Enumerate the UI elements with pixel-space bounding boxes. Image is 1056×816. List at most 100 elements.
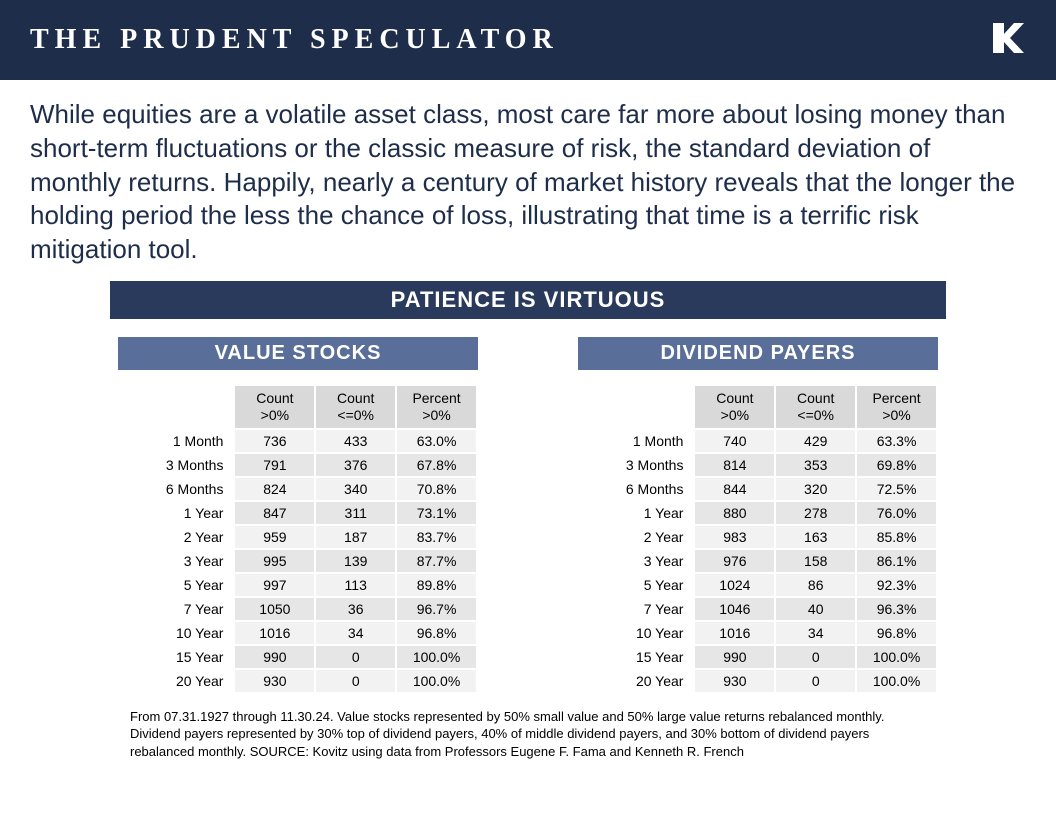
- data-cell: 63.3%: [856, 429, 937, 453]
- table-row: 7 Year10464096.3%: [579, 597, 937, 621]
- tables-container: VALUE STOCKSCount>0%Count<=0%Percent>0%1…: [0, 337, 1056, 694]
- data-cell: 814: [694, 453, 775, 477]
- period-cell: 1 Year: [119, 501, 234, 525]
- period-cell: 20 Year: [119, 669, 234, 693]
- data-cell: 69.8%: [856, 453, 937, 477]
- table-header-line2: >0%: [241, 407, 308, 424]
- intro-paragraph: While equities are a volatile asset clas…: [0, 80, 1056, 281]
- data-table: Count>0%Count<=0%Percent>0%1 Month740429…: [578, 384, 938, 694]
- data-cell: 429: [775, 429, 856, 453]
- data-cell: 67.8%: [396, 453, 477, 477]
- table-header-line1: Percent: [863, 390, 930, 407]
- period-cell: 10 Year: [119, 621, 234, 645]
- data-cell: 87.7%: [396, 549, 477, 573]
- page-header: THE PRUDENT SPECULATOR: [0, 0, 1056, 80]
- table-header: Count<=0%: [775, 385, 856, 429]
- period-cell: 3 Months: [579, 453, 694, 477]
- data-cell: 824: [234, 477, 315, 501]
- table-header-line1: Count: [241, 390, 308, 407]
- table-header-line2: >0%: [863, 407, 930, 424]
- banner-title: PATIENCE IS VIRTUOUS: [110, 281, 946, 319]
- data-cell: 990: [694, 645, 775, 669]
- table-header-line1: Count: [322, 390, 389, 407]
- period-cell: 3 Year: [579, 549, 694, 573]
- data-cell: 791: [234, 453, 315, 477]
- table-header: Count>0%: [234, 385, 315, 429]
- data-cell: 353: [775, 453, 856, 477]
- data-cell: 158: [775, 549, 856, 573]
- data-cell: 736: [234, 429, 315, 453]
- table-row: 5 Year99711389.8%: [119, 573, 477, 597]
- table-row: 3 Year97615886.1%: [579, 549, 937, 573]
- table-row: 1 Month73643363.0%: [119, 429, 477, 453]
- data-cell: 139: [315, 549, 396, 573]
- period-cell: 1 Month: [579, 429, 694, 453]
- period-cell: 7 Year: [119, 597, 234, 621]
- period-cell: 3 Year: [119, 549, 234, 573]
- data-cell: 72.5%: [856, 477, 937, 501]
- table-header: Count>0%: [694, 385, 775, 429]
- data-cell: 844: [694, 477, 775, 501]
- data-cell: 997: [234, 573, 315, 597]
- table-header-period: [119, 385, 234, 429]
- period-cell: 6 Months: [579, 477, 694, 501]
- data-cell: 1016: [694, 621, 775, 645]
- data-cell: 83.7%: [396, 525, 477, 549]
- data-cell: 0: [775, 669, 856, 693]
- data-cell: 86.1%: [856, 549, 937, 573]
- period-cell: 7 Year: [579, 597, 694, 621]
- table-row: 15 Year9900100.0%: [579, 645, 937, 669]
- data-cell: 34: [775, 621, 856, 645]
- period-cell: 5 Year: [119, 573, 234, 597]
- data-table-block: VALUE STOCKSCount>0%Count<=0%Percent>0%1…: [118, 337, 478, 694]
- data-cell: 930: [694, 669, 775, 693]
- data-cell: 34: [315, 621, 396, 645]
- table-row: 20 Year9300100.0%: [579, 669, 937, 693]
- data-cell: 0: [315, 669, 396, 693]
- data-cell: 376: [315, 453, 396, 477]
- table-row: 10 Year10163496.8%: [119, 621, 477, 645]
- data-cell: 40: [775, 597, 856, 621]
- table-row: 15 Year9900100.0%: [119, 645, 477, 669]
- data-table-block: DIVIDEND PAYERSCount>0%Count<=0%Percent>…: [578, 337, 938, 694]
- data-cell: 0: [315, 645, 396, 669]
- table-header: Percent>0%: [396, 385, 477, 429]
- data-cell: 1046: [694, 597, 775, 621]
- data-cell: 96.7%: [396, 597, 477, 621]
- data-cell: 63.0%: [396, 429, 477, 453]
- data-cell: 847: [234, 501, 315, 525]
- table-title: DIVIDEND PAYERS: [578, 337, 938, 370]
- data-cell: 1024: [694, 573, 775, 597]
- table-header-period: [579, 385, 694, 429]
- data-cell: 100.0%: [396, 669, 477, 693]
- period-cell: 2 Year: [579, 525, 694, 549]
- page-title: THE PRUDENT SPECULATOR: [30, 24, 559, 56]
- data-table: Count>0%Count<=0%Percent>0%1 Month736433…: [118, 384, 478, 694]
- period-cell: 2 Year: [119, 525, 234, 549]
- table-row: 1 Year84731173.1%: [119, 501, 477, 525]
- table-header-line2: <=0%: [322, 407, 389, 424]
- data-cell: 89.8%: [396, 573, 477, 597]
- data-cell: 113: [315, 573, 396, 597]
- table-header-line1: Count: [701, 390, 768, 407]
- brand-logo-icon: [990, 20, 1026, 61]
- period-cell: 6 Months: [119, 477, 234, 501]
- table-row: 3 Months81435369.8%: [579, 453, 937, 477]
- data-cell: 740: [694, 429, 775, 453]
- period-cell: 5 Year: [579, 573, 694, 597]
- data-cell: 100.0%: [856, 669, 937, 693]
- data-cell: 320: [775, 477, 856, 501]
- period-cell: 1 Year: [579, 501, 694, 525]
- data-cell: 930: [234, 669, 315, 693]
- table-header-line2: >0%: [701, 407, 768, 424]
- data-cell: 187: [315, 525, 396, 549]
- table-row: 1 Month74042963.3%: [579, 429, 937, 453]
- data-cell: 96.3%: [856, 597, 937, 621]
- data-cell: 1016: [234, 621, 315, 645]
- table-row: 10 Year10163496.8%: [579, 621, 937, 645]
- data-cell: 311: [315, 501, 396, 525]
- table-row: 7 Year10503696.7%: [119, 597, 477, 621]
- data-cell: 85.8%: [856, 525, 937, 549]
- data-cell: 163: [775, 525, 856, 549]
- table-row: 6 Months82434070.8%: [119, 477, 477, 501]
